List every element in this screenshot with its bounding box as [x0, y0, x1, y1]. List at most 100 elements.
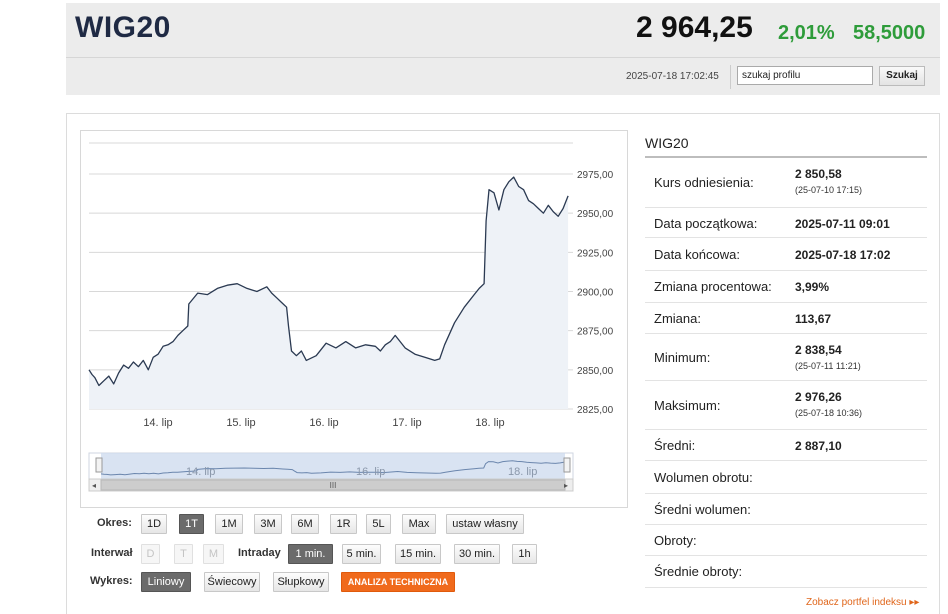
stats-row: Zmiana procentowa: 3,99%: [645, 271, 927, 303]
search-button[interactable]: Szukaj: [879, 66, 925, 86]
stats-row-label: Wolumen obrotu:: [654, 469, 753, 485]
intraday-1min-button[interactable]: 1 min.: [288, 544, 333, 564]
stats-row-timestamp: (25-07-18 10:36): [795, 408, 863, 418]
stats-row: (25-07-18 10:36) Maksimum: 2 976,26: [645, 381, 927, 430]
interwal-label: Interwał: [91, 547, 133, 559]
navigator-tick-label: 14. lip: [186, 466, 215, 478]
quote-header: WIG20 2 964,25 2,01% 58,5000 2025-07-18 …: [66, 3, 940, 95]
stats-row-value: 2 838,54: [795, 343, 842, 357]
scroll-left-arrow-icon[interactable]: ◂: [92, 481, 96, 490]
series-line[interactable]: [88, 176, 569, 387]
x-tick-label: 14. lip: [143, 417, 172, 429]
intraday-15min-button[interactable]: 15 min.: [395, 544, 441, 564]
intraday-30min-button[interactable]: 30 min.: [454, 544, 500, 564]
chart-svg[interactable]: 2975,00 2950,00 2925,00 2900,00 2875,00 2850,…: [81, 131, 629, 509]
stats-row-label: Średni wolumen:: [654, 501, 751, 517]
stats-row: Średni: 2 887,10: [645, 430, 927, 461]
y-tick-label: 2925,00: [577, 248, 614, 259]
stats-row-value: 113,67: [795, 311, 832, 326]
stats-row: Średnie obroty:: [645, 556, 927, 588]
stats-row-value: 2 887,10: [795, 438, 842, 453]
stats-row-label: Maksimum:: [654, 397, 721, 413]
period-6m-button[interactable]: 6M: [291, 514, 319, 534]
chart-candle-button[interactable]: Świecowy: [204, 572, 260, 592]
stats-row: (25-07-11 11:21) Minimum: 2 838,54: [645, 334, 927, 381]
navigator-line: [100, 460, 566, 476]
stats-row-label: Data końcowa:: [654, 246, 740, 262]
stats-row-value: 2 976,26: [795, 390, 842, 404]
stats-row-label: Minimum:: [654, 349, 711, 365]
price-chart[interactable]: 2975,00 2950,00 2925,00 2900,00 2875,00 2850,…: [80, 130, 628, 508]
period-1r-button[interactable]: 1R: [330, 514, 357, 534]
profile-search-input[interactable]: [737, 66, 873, 85]
interval-t-button[interactable]: T: [174, 544, 193, 564]
intraday-1h-button[interactable]: 1h: [512, 544, 537, 564]
intraday-label: Intraday: [238, 547, 281, 559]
stats-row: Data końcowa: 2025-07-18 17:02: [645, 238, 927, 271]
series-area: [89, 177, 569, 409]
navigator-tick-label: 18. lip: [508, 466, 537, 478]
change-percent: 2,01%: [778, 22, 835, 44]
chart-bar-button[interactable]: Słupkowy: [273, 572, 329, 592]
period-max-button[interactable]: Max: [402, 514, 436, 534]
period-1t-button[interactable]: 1T: [179, 514, 204, 534]
intraday-5min-button[interactable]: 5 min.: [342, 544, 381, 564]
stats-row-label: Zmiana:: [654, 310, 701, 326]
scroll-right-arrow-icon[interactable]: ▸: [564, 481, 568, 490]
navigator-right-handle[interactable]: [563, 457, 571, 473]
stats-row-label: Średni:: [654, 437, 696, 453]
stats-row: Średni wolumen:: [645, 494, 927, 525]
stats-row-timestamp: (25-07-11 11:21): [795, 361, 861, 371]
chart-line-button[interactable]: Liniowy: [141, 572, 191, 592]
stats-row-label: Kurs odniesienia:: [654, 175, 754, 190]
stats-row: Data początkowa: 2025-07-11 09:01: [645, 209, 927, 238]
stats-row-label: Zmiana procentowa:: [654, 279, 772, 294]
navigator-tick-label: 16. lip: [356, 466, 385, 478]
index-price: 2 964,25: [636, 11, 753, 44]
index-portfolio-link[interactable]: Zobacz portfel indeksu ▸▸: [806, 597, 920, 608]
x-tick-label: 18. lip: [475, 417, 504, 429]
navigator-left-handle[interactable]: [95, 457, 103, 473]
period-5l-button[interactable]: 5L: [366, 514, 391, 534]
stats-title-underline: [645, 156, 927, 158]
index-title: WIG20: [75, 11, 171, 44]
y-tick-label: 2825,00: [577, 405, 614, 416]
period-custom-button[interactable]: ustaw własny: [446, 514, 524, 534]
change-absolute: 58,5000: [853, 22, 926, 44]
interval-m-button[interactable]: M: [203, 544, 224, 564]
wykres-label: Wykres:: [90, 575, 133, 587]
scrollbar-grip: III: [330, 481, 337, 490]
stats-row-value: 3,99%: [795, 280, 830, 294]
period-1m-button[interactable]: 1M: [215, 514, 243, 534]
navigator-selection[interactable]: [101, 453, 565, 479]
y-tick-label: 2975,00: [577, 170, 614, 181]
x-tick-label: 15. lip: [226, 417, 255, 429]
header-divider: [66, 57, 940, 58]
technical-analysis-button[interactable]: ANALIZA TECHNICZNA: [341, 572, 455, 592]
x-tick-label: 17. lip: [392, 417, 421, 429]
x-tick-label: 16. lip: [309, 417, 338, 429]
stats-row: Obroty:: [645, 525, 927, 556]
y-tick-label: 2875,00: [577, 327, 614, 338]
stats-row-label: Data początkowa:: [654, 215, 758, 231]
quote-timestamp: 2025-07-18 17:02:45: [626, 71, 719, 82]
period-1d-button[interactable]: 1D: [141, 514, 167, 534]
stats-table: WIG20 (25-07-10 17:15) Kurs odniesienia: 2…: [645, 130, 927, 588]
stats-row-timestamp: (25-07-10 17:15): [795, 185, 863, 195]
okres-label: Okres:: [97, 517, 132, 529]
stats-title: WIG20: [645, 135, 689, 151]
stats-row-value: 2025-07-11 09:01: [795, 216, 890, 231]
content-panel: [66, 113, 940, 614]
stats-row-value: 2 850,58: [795, 167, 842, 181]
period-3m-button[interactable]: 3M: [254, 514, 282, 534]
interval-d-button[interactable]: D: [141, 544, 160, 564]
stats-row-label: Średnie obroty:: [654, 564, 743, 579]
scrollbar-thumb[interactable]: [100, 479, 566, 491]
header-separator: [730, 65, 731, 89]
y-tick-label: 2850,00: [577, 366, 614, 377]
stats-row: (25-07-10 17:15) Kurs odniesienia: 2 850,5…: [645, 158, 927, 208]
stats-row-value: 2025-07-18 17:02: [795, 247, 891, 262]
y-tick-label: 2950,00: [577, 209, 614, 220]
stats-row: Wolumen obrotu:: [645, 461, 927, 494]
stats-row: Zmiana: 113,67: [645, 303, 927, 334]
